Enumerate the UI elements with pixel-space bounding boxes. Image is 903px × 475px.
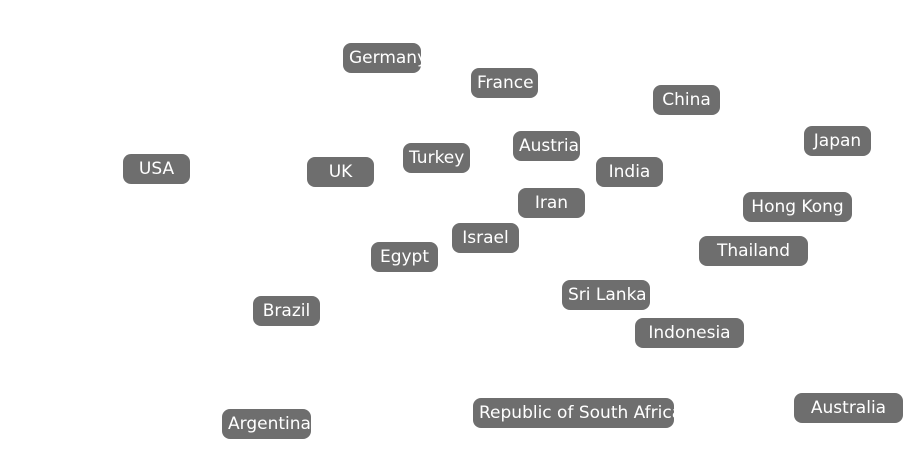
country-chip-france[interactable]: France xyxy=(471,68,538,98)
country-chip-austria[interactable]: Austria xyxy=(513,131,580,161)
country-chip-uk[interactable]: UK xyxy=(307,157,374,187)
country-chip-india[interactable]: India xyxy=(596,157,663,187)
country-chip-argentina[interactable]: Argentina xyxy=(222,409,311,439)
country-chip-australia[interactable]: Australia xyxy=(794,393,903,423)
country-chip-hong-kong[interactable]: Hong Kong xyxy=(743,192,852,222)
country-chip-sri-lanka[interactable]: Sri Lanka xyxy=(562,280,650,310)
country-chip-iran[interactable]: Iran xyxy=(518,188,585,218)
country-chip-japan[interactable]: Japan xyxy=(804,126,871,156)
country-chip-brazil[interactable]: Brazil xyxy=(253,296,320,326)
country-chip-egypt[interactable]: Egypt xyxy=(371,242,438,272)
country-chip-usa[interactable]: USA xyxy=(123,154,190,184)
country-chip-thailand[interactable]: Thailand xyxy=(699,236,808,266)
country-chip-china[interactable]: China xyxy=(653,85,720,115)
country-chip-republic-of-south-africa[interactable]: Republic of South Africa xyxy=(473,398,682,428)
country-chip-indonesia[interactable]: Indonesia xyxy=(635,318,744,348)
country-chip-germany[interactable]: Germany xyxy=(343,43,427,73)
country-chip-turkey[interactable]: Turkey xyxy=(403,143,470,173)
country-chip-israel[interactable]: Israel xyxy=(452,223,519,253)
